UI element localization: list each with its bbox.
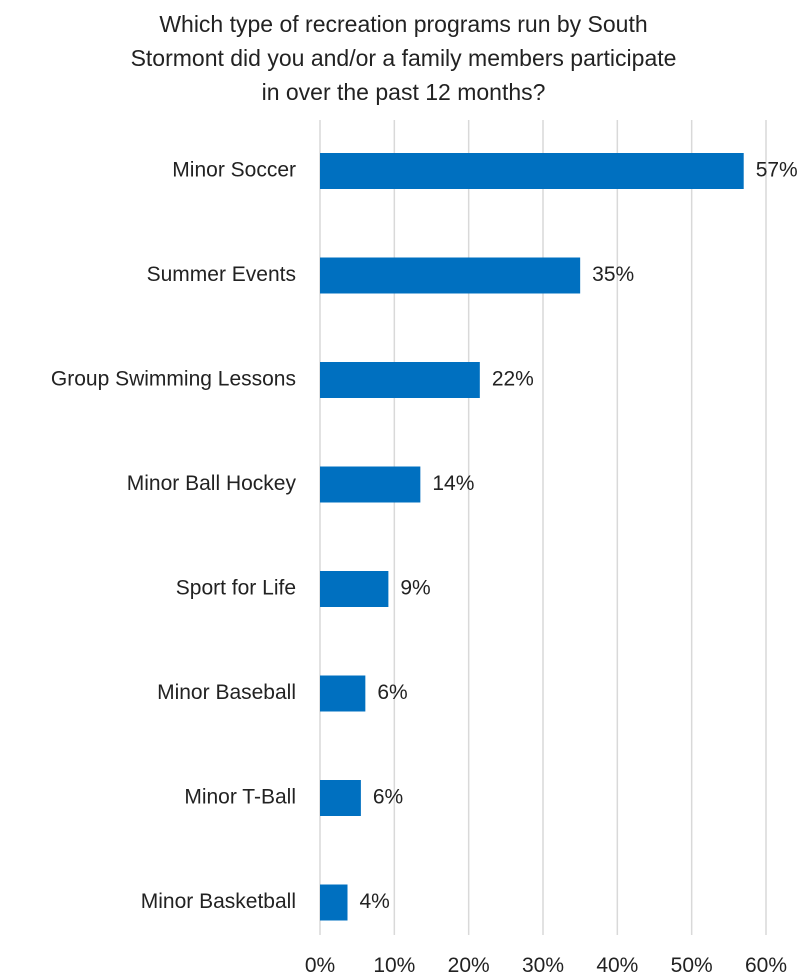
value-labels: 57% 35% 22% 14% 9% 6% 6% 4% (360, 159, 798, 914)
x-tick-label: 30% (522, 954, 564, 977)
x-tick-label: 10% (373, 954, 415, 977)
x-tick-label: 40% (596, 954, 638, 977)
bar (320, 257, 581, 294)
bar (320, 153, 744, 189)
category-label: Minor T-Ball (184, 786, 296, 809)
category-label: Minor Basketball (141, 890, 296, 913)
data-label: 6% (377, 681, 407, 704)
bar (320, 780, 361, 816)
category-label: Summer Events (147, 263, 296, 286)
chart-title-line-3: in over the past 12 months? (262, 79, 546, 105)
bar (320, 571, 389, 607)
x-tick-label: 20% (448, 954, 490, 977)
category-label: Group Swimming Lessons (51, 368, 296, 391)
chart-title-line-1: Which type of recreation programs run by… (159, 11, 647, 37)
x-tick-label: 50% (671, 954, 713, 977)
data-label: 35% (592, 263, 634, 286)
category-label: Minor Ball Hockey (127, 472, 297, 495)
category-label: Minor Baseball (157, 681, 296, 704)
category-labels: Minor Soccer Summer Events Group Swimming … (51, 159, 297, 914)
data-label: 6% (373, 786, 403, 809)
gridlines (319, 120, 767, 935)
category-label: Minor Soccer (172, 159, 296, 182)
data-label: 14% (432, 472, 474, 495)
x-tick-label: 60% (745, 954, 787, 977)
bar (320, 884, 348, 921)
bar (320, 362, 480, 398)
x-tick-label: 0% (305, 954, 335, 977)
bar (320, 466, 421, 503)
chart-title-line-2: Stormont did you and/or a family members… (131, 45, 677, 71)
data-label: 9% (400, 577, 430, 600)
data-label: 57% (756, 159, 798, 182)
bars (320, 153, 744, 921)
bar (320, 675, 366, 712)
chart-title: Which type of recreation programs run by… (131, 11, 677, 105)
category-label: Sport for Life (176, 577, 296, 600)
x-axis-ticks: 0% 10% 20% 30% 40% 50% 60% (305, 954, 787, 977)
data-label: 4% (360, 890, 390, 913)
data-label: 22% (492, 368, 534, 391)
